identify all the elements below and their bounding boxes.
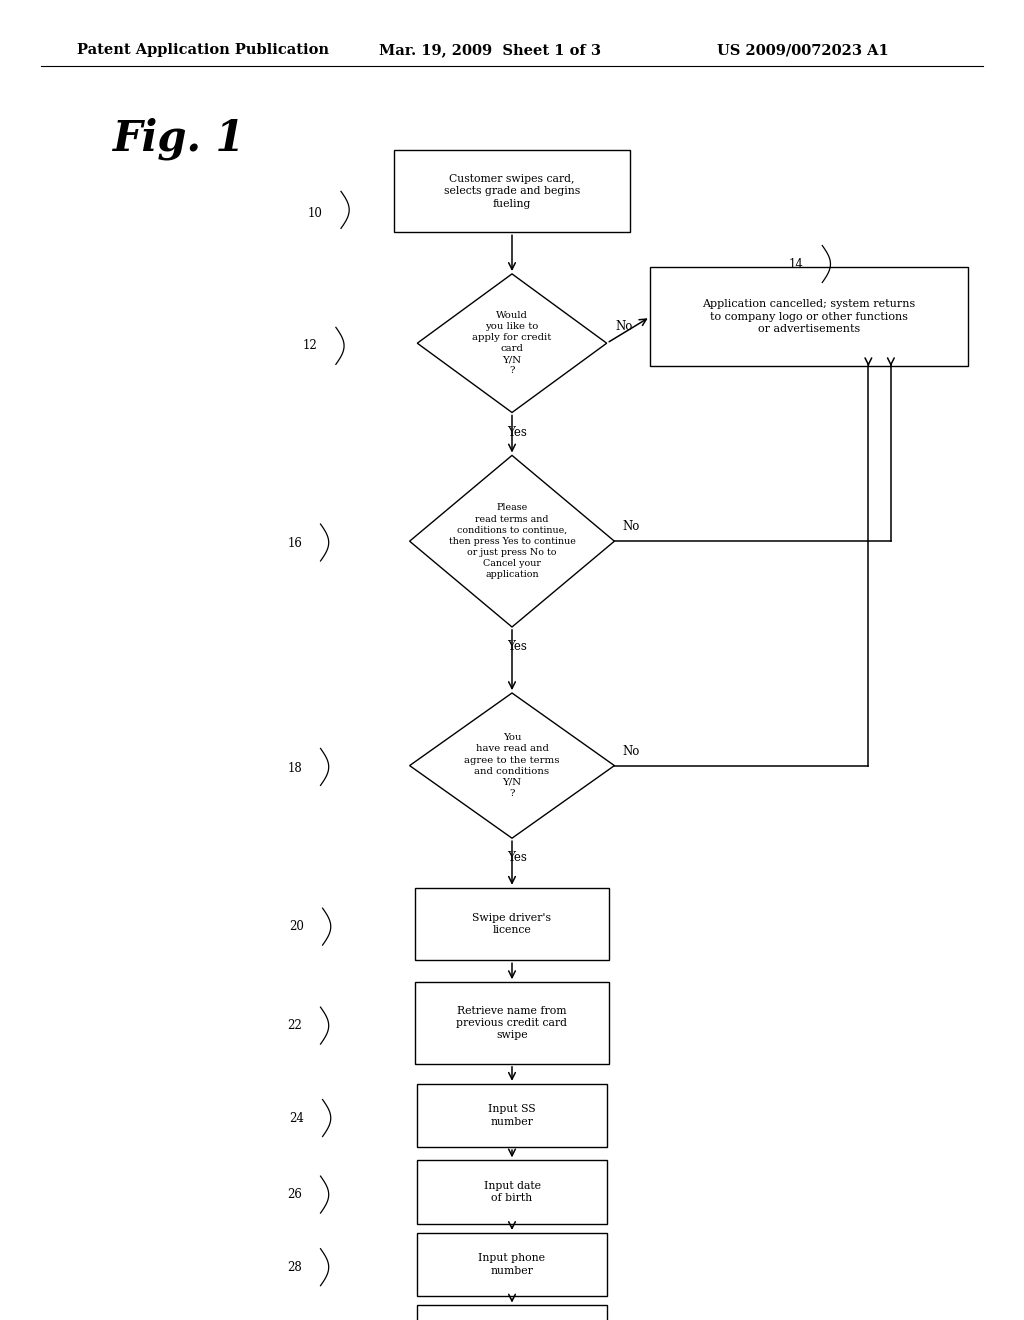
Bar (418, 1305, 606, 1320)
Text: 24: 24 (289, 1111, 304, 1125)
Bar (418, 1084, 606, 1147)
Text: Fig. 1: Fig. 1 (113, 117, 246, 160)
Text: No: No (623, 520, 640, 533)
Text: Mar. 19, 2009  Sheet 1 of 3: Mar. 19, 2009 Sheet 1 of 3 (379, 44, 601, 57)
Text: 18: 18 (288, 762, 302, 775)
Text: 28: 28 (288, 1261, 302, 1274)
Bar (415, 888, 609, 961)
Text: Input SS
number: Input SS number (488, 1105, 536, 1126)
Text: 22: 22 (288, 1019, 302, 1032)
Text: 20: 20 (289, 920, 304, 933)
Text: Retrieve name from
previous credit card
swipe: Retrieve name from previous credit card … (457, 1006, 567, 1040)
Bar (650, 267, 968, 366)
Polygon shape (410, 455, 614, 627)
Bar (394, 150, 630, 232)
Polygon shape (418, 275, 606, 412)
Text: 12: 12 (303, 339, 317, 352)
Polygon shape (410, 693, 614, 838)
Text: No: No (614, 319, 632, 333)
Text: Input date
of birth: Input date of birth (483, 1181, 541, 1203)
Text: Would
you like to
apply for credit
card
Y/N
?: Would you like to apply for credit card … (472, 312, 552, 375)
Text: Customer swipes card,
selects grade and begins
fueling: Customer swipes card, selects grade and … (443, 174, 581, 209)
Text: 26: 26 (287, 1188, 302, 1201)
Text: Patent Application Publication: Patent Application Publication (77, 44, 329, 57)
Bar (418, 1233, 606, 1296)
Text: Yes: Yes (507, 425, 527, 438)
Text: Yes: Yes (507, 640, 527, 653)
Text: No: No (623, 744, 640, 758)
Bar (415, 982, 609, 1064)
Text: Yes: Yes (507, 851, 527, 865)
Text: 14: 14 (788, 257, 804, 271)
Text: Input phone
number: Input phone number (478, 1254, 546, 1275)
Text: 10: 10 (307, 207, 323, 220)
Text: US 2009/0072023 A1: US 2009/0072023 A1 (717, 44, 889, 57)
Text: 16: 16 (287, 537, 302, 550)
Text: Please
read terms and
conditions to continue,
then press Yes to continue
or just: Please read terms and conditions to cont… (449, 503, 575, 579)
Text: Application cancelled; system returns
to company logo or other functions
or adve: Application cancelled; system returns to… (702, 300, 915, 334)
Text: Swipe driver's
licence: Swipe driver's licence (472, 913, 552, 935)
Bar (418, 1160, 606, 1224)
Text: You
have read and
agree to the terms
and conditions
Y/N
?: You have read and agree to the terms and… (464, 734, 560, 797)
